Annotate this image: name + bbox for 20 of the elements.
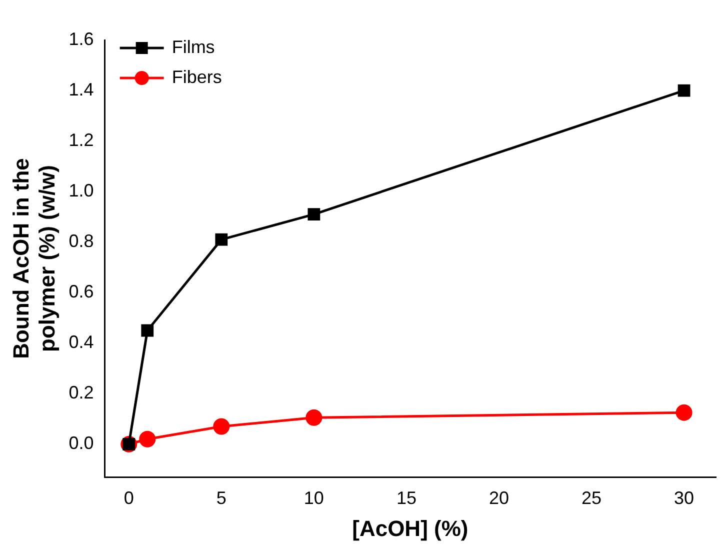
y-tick-label: 0.4 [68,332,94,352]
x-tick-label: 30 [674,488,694,508]
y-tick-label: 0.6 [68,282,94,302]
y-tick-label: 0.0 [68,433,94,454]
y-tick-label: 1.6 [68,28,94,49]
y-tick-label: 0.2 [68,382,94,403]
x-tick-label: 10 [304,488,324,508]
y-tick-label: 1.4 [68,79,94,100]
legend-label: Films [172,36,215,57]
y-tick-label: 1.0 [68,180,94,201]
x-tick-label: 20 [488,488,510,508]
y-tick-label: 0.8 [68,231,94,252]
x-axis-title: [AcOH] (%) [352,516,468,541]
y-axis-title: Bound AcOH in the polymer (%) (w/w) [8,158,60,359]
x-tick-label: 0 [124,488,134,508]
x-tick-label: 15 [396,488,416,508]
y-tick-label: 1.2 [68,130,94,150]
x-tick-label: 25 [582,488,602,508]
legend-label: Fibers [172,66,222,87]
x-tick-label: 5 [216,488,226,508]
